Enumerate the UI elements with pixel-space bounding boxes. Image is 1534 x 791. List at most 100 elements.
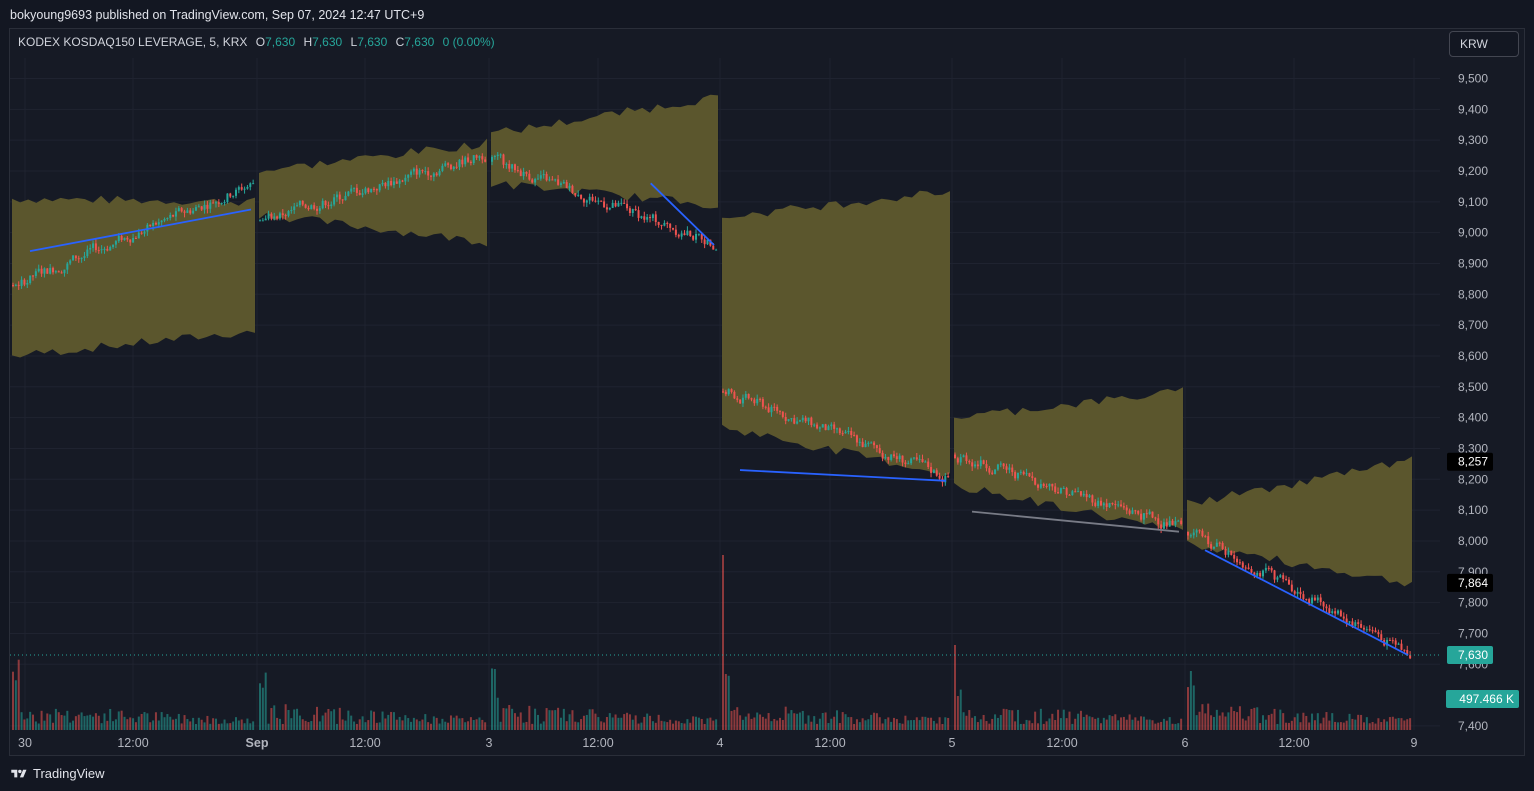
candle-body	[776, 406, 779, 411]
candle	[1134, 509, 1137, 515]
volume-bar	[522, 722, 525, 730]
candle-body	[57, 271, 60, 273]
volume-bar	[447, 722, 450, 730]
volume-bar	[739, 715, 742, 730]
candle	[855, 434, 858, 447]
volume-bar	[484, 722, 487, 730]
candle-body	[850, 430, 853, 436]
candle	[824, 423, 827, 431]
candle-body	[1397, 643, 1400, 645]
candle	[1014, 470, 1017, 481]
volume-bar	[1117, 720, 1120, 730]
candle-body	[1062, 488, 1065, 490]
candle-body	[80, 257, 83, 259]
candle	[1195, 528, 1198, 538]
volume-bar	[358, 719, 361, 730]
candle-body	[29, 275, 32, 284]
volume-bar	[407, 718, 410, 730]
volume-bar	[853, 723, 856, 730]
candle	[1148, 509, 1151, 515]
candle	[200, 205, 203, 212]
candle-body	[603, 201, 606, 208]
candle	[591, 193, 594, 202]
candle-body	[26, 283, 29, 285]
volume-bar	[1187, 687, 1189, 730]
candle	[657, 221, 660, 228]
volume-bar	[634, 715, 637, 730]
candle-body	[1380, 634, 1383, 641]
volume-bar	[209, 723, 212, 730]
open-value: 7,630	[265, 35, 296, 49]
candle	[571, 184, 574, 194]
candle-body	[608, 207, 611, 210]
candle-body	[72, 255, 75, 261]
candle-body	[1099, 500, 1102, 506]
candle	[206, 200, 209, 214]
symbol-name[interactable]: KODEX KOSDAQ150 LEVERAGE, 5, KRX	[18, 35, 248, 49]
candle	[335, 191, 338, 202]
candle-body	[1128, 510, 1131, 514]
candle-body	[276, 216, 279, 219]
volume-bar	[132, 718, 135, 730]
volume-bar	[793, 713, 796, 730]
volume-bar	[551, 710, 554, 730]
candle-body	[106, 248, 109, 251]
volume-bar	[1305, 715, 1308, 730]
volume-bar	[559, 717, 562, 730]
volume-bar	[614, 714, 617, 730]
volume-bar	[387, 714, 390, 730]
candle-body	[502, 154, 505, 165]
candle	[1091, 494, 1094, 507]
candle	[14, 283, 17, 287]
volume-bar	[585, 714, 588, 730]
candle-body	[620, 202, 623, 204]
candle-body	[1409, 655, 1412, 659]
candle-body	[267, 213, 270, 219]
volume-bar	[508, 705, 511, 730]
candle-body	[962, 455, 965, 458]
candle-body	[594, 200, 597, 202]
currency-button[interactable]: KRW	[1449, 31, 1519, 57]
vwap-band	[722, 190, 950, 477]
candle	[617, 200, 620, 207]
volume-bar	[1192, 685, 1195, 730]
candle	[1224, 546, 1227, 558]
volume-bar	[577, 722, 580, 730]
volume-bar	[1386, 721, 1389, 730]
candle-body	[781, 411, 784, 417]
candle	[861, 438, 864, 448]
volume-bar	[270, 708, 273, 730]
candle	[554, 178, 557, 182]
candle-body	[435, 173, 438, 176]
volume-bar	[542, 721, 545, 730]
candle	[26, 279, 29, 288]
tradingview-brand[interactable]: TradingView	[10, 766, 105, 781]
volume-bar	[568, 714, 571, 730]
volume-bar	[1125, 719, 1128, 730]
candle-body	[1077, 491, 1080, 493]
candle-body	[54, 271, 57, 273]
candle-body	[143, 231, 146, 234]
candle	[741, 394, 744, 408]
candle-body	[884, 457, 887, 459]
candle-body	[901, 455, 904, 463]
candle	[452, 165, 455, 172]
candle	[959, 453, 962, 466]
candle	[484, 156, 487, 163]
candle	[884, 453, 887, 460]
candle	[1282, 572, 1285, 583]
volume-bar	[781, 719, 784, 730]
volume-bar	[836, 710, 838, 730]
candle-body	[930, 467, 933, 473]
volume-bar	[69, 722, 72, 730]
candle-body	[574, 193, 577, 196]
candle	[895, 452, 898, 463]
volume-bar	[1140, 716, 1143, 730]
candle	[1221, 541, 1224, 551]
volume-bar	[870, 714, 873, 730]
candle	[301, 200, 304, 207]
candle-body	[278, 213, 281, 219]
candle	[114, 240, 117, 249]
candle	[212, 199, 215, 204]
